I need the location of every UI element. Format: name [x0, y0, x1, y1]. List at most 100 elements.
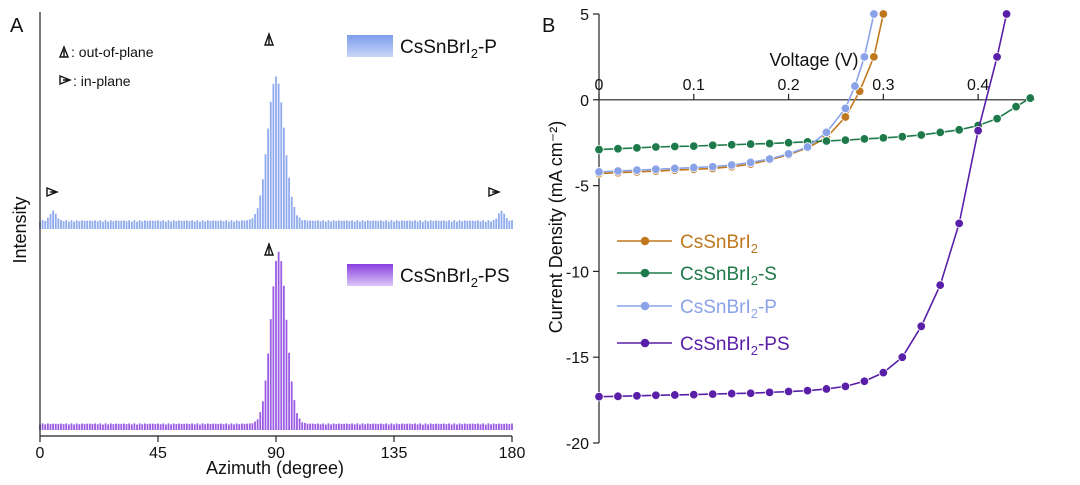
bar	[393, 221, 395, 229]
bar	[340, 423, 343, 430]
bar	[199, 424, 201, 430]
bar	[505, 217, 508, 229]
bar	[377, 423, 380, 430]
bar	[120, 423, 123, 430]
bar	[471, 220, 474, 229]
bar	[185, 220, 188, 229]
data-point	[783, 137, 794, 148]
data-point	[859, 134, 870, 144]
panel-b-y-tick-label: -15	[566, 350, 589, 367]
data-point	[916, 130, 926, 140]
bar	[390, 423, 393, 430]
bar	[385, 220, 388, 229]
bar	[73, 221, 75, 229]
panel-b-x-tick-label: 0.4	[967, 77, 989, 94]
data-point	[651, 390, 661, 400]
bar	[288, 352, 291, 430]
series-line	[598, 13, 885, 175]
bar	[60, 423, 62, 430]
bar	[222, 424, 225, 430]
bar	[314, 220, 317, 229]
bar	[217, 220, 220, 229]
bar	[290, 381, 293, 430]
bar	[511, 220, 513, 229]
bar	[109, 423, 112, 430]
bar	[393, 424, 395, 430]
bar	[46, 423, 49, 430]
bar	[78, 221, 81, 229]
bar	[453, 423, 456, 430]
bar	[406, 423, 409, 430]
data-point	[916, 321, 926, 332]
bar	[445, 424, 448, 430]
bar	[123, 423, 125, 430]
bar	[330, 221, 332, 229]
legend-marker	[640, 268, 650, 278]
bar	[427, 221, 429, 229]
bar	[128, 423, 131, 430]
bar	[104, 423, 107, 430]
bar	[379, 423, 382, 430]
bar	[338, 423, 340, 430]
bar	[172, 423, 175, 430]
panel-a-xlabel: Azimuth (degree)	[206, 458, 344, 478]
bar	[348, 221, 351, 229]
bar	[251, 423, 254, 430]
bar	[233, 221, 235, 229]
bar	[275, 76, 277, 229]
bar	[479, 221, 482, 229]
data-point	[878, 133, 889, 143]
bar	[421, 424, 424, 430]
panel-b-x-tick-label: 0.2	[777, 77, 799, 94]
bar	[146, 423, 149, 430]
bar	[94, 220, 96, 229]
bar	[487, 220, 490, 229]
bar	[272, 83, 275, 229]
bar	[107, 424, 110, 430]
bar	[382, 424, 385, 430]
bar	[324, 424, 327, 430]
bar	[162, 423, 165, 430]
bar	[448, 220, 450, 229]
bar	[81, 423, 83, 430]
data-point	[1025, 93, 1035, 103]
legend-bottom-swatch	[347, 264, 393, 286]
bar	[138, 423, 141, 430]
data-point	[689, 389, 699, 400]
bar	[141, 424, 144, 430]
data-point	[670, 163, 680, 174]
bar	[191, 220, 193, 229]
bar	[204, 424, 207, 430]
bar	[403, 220, 406, 229]
bar	[492, 423, 495, 430]
bar	[463, 220, 466, 229]
bar	[495, 218, 498, 229]
bar	[508, 424, 511, 430]
bar	[332, 220, 335, 229]
bar	[196, 220, 199, 229]
bar	[416, 221, 419, 229]
data-point	[878, 367, 889, 378]
data-point	[840, 135, 851, 145]
data-point	[726, 388, 737, 399]
bar	[356, 423, 359, 430]
bar	[416, 424, 419, 430]
bar	[319, 221, 322, 229]
bar	[482, 423, 485, 430]
bar	[359, 221, 361, 229]
bar	[424, 220, 427, 229]
bar	[193, 424, 196, 430]
bar	[251, 218, 254, 229]
bar	[484, 221, 487, 229]
data-point	[708, 162, 718, 172]
data-point	[745, 157, 756, 168]
panel-a-x-tick-label: 90	[267, 445, 285, 462]
bar	[317, 423, 319, 430]
bar	[280, 261, 283, 430]
bar	[448, 423, 450, 430]
bar	[41, 423, 44, 430]
bar	[267, 128, 270, 229]
bar	[96, 221, 99, 229]
bar	[364, 221, 367, 229]
bar	[81, 220, 83, 229]
